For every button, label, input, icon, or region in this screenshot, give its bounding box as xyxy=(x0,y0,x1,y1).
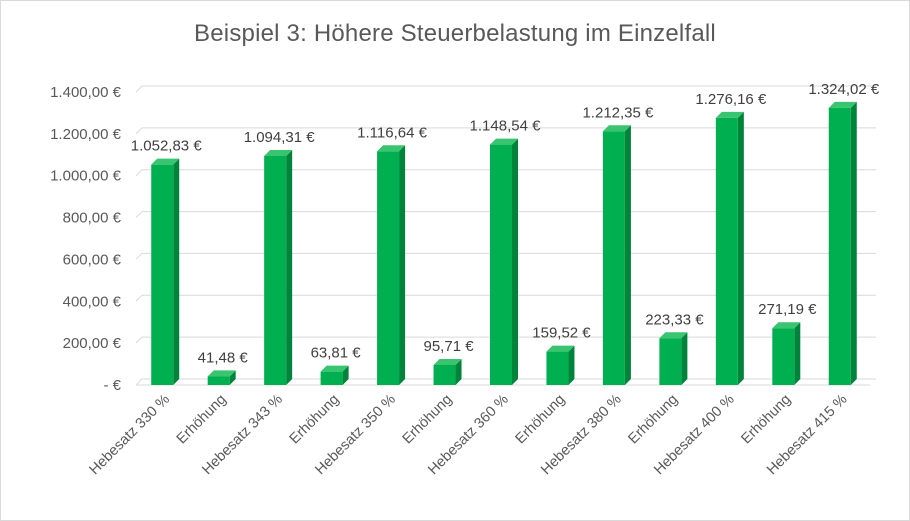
bar-side xyxy=(737,111,744,386)
bar-side xyxy=(568,345,575,385)
bar xyxy=(207,370,236,385)
bar-front xyxy=(433,364,456,385)
y-tick-label: 600,00 € xyxy=(63,251,122,268)
gridline xyxy=(135,252,876,260)
data-label: 1.276,16 € xyxy=(695,91,767,108)
x-tick-label: Erhöhung xyxy=(400,392,456,448)
bar xyxy=(659,332,688,385)
data-label: 1.094,31 € xyxy=(244,129,316,146)
bar-front xyxy=(264,155,287,385)
bar-side xyxy=(173,158,180,385)
x-tick-label: Erhöhung xyxy=(625,392,681,448)
bar-top xyxy=(151,158,180,165)
bar-top xyxy=(433,358,462,365)
bar-front xyxy=(320,371,343,385)
bar-front xyxy=(602,131,625,385)
bar-top xyxy=(659,332,688,339)
bar-front xyxy=(151,164,174,385)
gridlines xyxy=(135,85,876,386)
gridline xyxy=(135,294,876,302)
bar-top xyxy=(828,101,857,108)
bar xyxy=(602,125,631,385)
bar xyxy=(433,358,462,385)
data-label: 159,52 € xyxy=(532,325,591,342)
data-label: 1.324,02 € xyxy=(808,81,880,98)
x-tick-label: Erhöhung xyxy=(287,392,343,448)
y-tick-label: - € xyxy=(103,377,121,394)
bar-side xyxy=(512,138,518,385)
y-tick-label: 200,00 € xyxy=(63,335,122,352)
bar-front xyxy=(490,144,512,385)
gridline xyxy=(135,336,876,344)
bar-side xyxy=(342,365,349,385)
bar-top xyxy=(490,138,518,145)
bar-front xyxy=(772,328,795,385)
chart-title: Beispiel 3: Höhere Steuerbelastung im Ei… xyxy=(194,20,716,47)
gridline xyxy=(135,211,876,218)
bar-front xyxy=(546,351,569,385)
data-label: 223,33 € xyxy=(645,311,704,328)
bar-front xyxy=(659,338,682,385)
y-tick-label: 800,00 € xyxy=(63,210,122,227)
y-tick-label: 1.400,00 € xyxy=(50,84,122,101)
data-label: 95,71 € xyxy=(424,338,475,355)
bar-top xyxy=(772,322,801,329)
bar-top xyxy=(264,149,293,156)
x-tick-label: Erhöhung xyxy=(174,392,230,448)
bar xyxy=(715,111,744,386)
data-label: 63,81 € xyxy=(311,345,362,362)
gridline xyxy=(135,378,876,386)
bar xyxy=(490,138,518,385)
bar-top xyxy=(320,365,349,372)
bar-side xyxy=(624,125,631,385)
data-label: 1.148,54 € xyxy=(470,118,542,135)
x-tick-label: Hebesatz 330 % xyxy=(87,391,174,478)
bar xyxy=(772,322,801,385)
bar-top xyxy=(377,145,406,152)
x-tick-label: Erhöhung xyxy=(513,392,569,448)
bar-side xyxy=(455,358,462,385)
data-label: 1.212,35 € xyxy=(582,104,654,121)
data-label: 41,48 € xyxy=(198,349,249,366)
y-tick-label: 1.000,00 € xyxy=(50,168,122,185)
x-tick-label: Erhöhung xyxy=(738,392,794,448)
bar-top xyxy=(546,345,575,352)
bar-top xyxy=(715,111,744,118)
bars xyxy=(151,101,857,386)
data-label: 271,19 € xyxy=(758,301,817,318)
bar-side xyxy=(850,101,857,386)
bar-side xyxy=(229,370,236,385)
gridline xyxy=(135,169,876,177)
bar-side xyxy=(286,149,293,385)
gridline xyxy=(135,85,876,93)
bar-front xyxy=(377,151,400,385)
bar xyxy=(546,345,575,385)
data-label: 1.116,64 € xyxy=(357,124,427,141)
y-axis-tick-labels: - € 200,00 € 400,00 € 600,00 € 800,00 € 1.000… xyxy=(50,84,122,394)
bar-top xyxy=(207,370,236,377)
bar-side xyxy=(399,145,406,385)
bar xyxy=(264,149,293,385)
data-labels: 1.052,83 € 41,48 € 1.094,31 € 63,81 € 1.116,… xyxy=(131,81,880,366)
data-label: 1.052,83 € xyxy=(131,138,203,155)
y-tick-label: 1.200,00 € xyxy=(50,126,122,143)
bar-front xyxy=(715,117,738,386)
bar-front xyxy=(207,376,230,385)
bar xyxy=(151,158,180,385)
gridline xyxy=(135,127,876,135)
bar xyxy=(828,101,857,386)
bar-front xyxy=(828,107,851,386)
y-tick-label: 400,00 € xyxy=(63,293,122,310)
bar-side xyxy=(794,322,801,385)
bar xyxy=(320,365,349,385)
bar xyxy=(377,145,406,385)
bar-side xyxy=(681,332,688,385)
bar-top xyxy=(602,125,631,132)
